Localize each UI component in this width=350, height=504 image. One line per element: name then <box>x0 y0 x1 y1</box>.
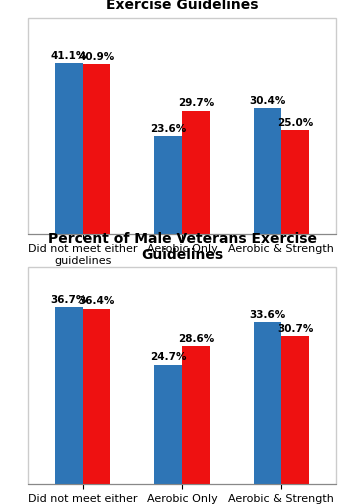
Text: 24.7%: 24.7% <box>150 352 186 362</box>
Text: 30.4%: 30.4% <box>249 96 286 105</box>
Bar <box>28 267 336 484</box>
Bar <box>182 110 210 234</box>
Bar <box>28 18 336 234</box>
Text: 30.7%: 30.7% <box>277 324 314 334</box>
Bar <box>281 336 309 484</box>
Bar <box>55 63 83 234</box>
Title: Percent of Female Veterans Meeting
Exercise Guidelines: Percent of Female Veterans Meeting Exerc… <box>39 0 325 12</box>
Text: 33.6%: 33.6% <box>249 309 286 320</box>
Bar <box>83 308 111 484</box>
Bar <box>154 136 182 234</box>
Title: Percent of Male Veterans Exercise
Guidelines: Percent of Male Veterans Exercise Guidel… <box>48 231 316 262</box>
Text: 28.6%: 28.6% <box>178 334 214 344</box>
Text: 25.0%: 25.0% <box>277 118 313 128</box>
Bar <box>55 307 83 484</box>
Bar <box>253 108 281 234</box>
Text: 36.7%: 36.7% <box>50 295 87 305</box>
Text: 40.9%: 40.9% <box>78 52 115 62</box>
Text: 29.7%: 29.7% <box>178 98 214 108</box>
Bar <box>182 346 210 484</box>
Text: 36.4%: 36.4% <box>78 296 115 306</box>
Text: 23.6%: 23.6% <box>150 124 186 134</box>
Bar <box>154 365 182 484</box>
Legend: LGB Veteran, Straight Veteran: LGB Veteran, Straight Veteran <box>75 322 289 333</box>
Bar <box>281 130 309 234</box>
Text: 41.1%: 41.1% <box>50 51 87 61</box>
Bar <box>253 322 281 484</box>
Bar <box>83 64 111 234</box>
